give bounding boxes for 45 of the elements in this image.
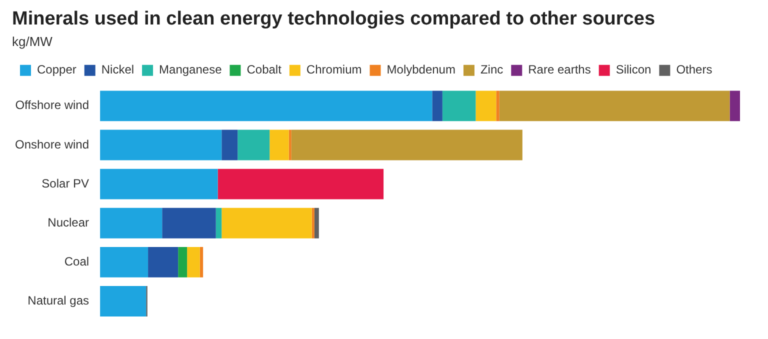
bar <box>200 246 204 278</box>
bar <box>270 130 289 160</box>
bar <box>432 90 442 122</box>
bar <box>218 168 384 200</box>
bar <box>222 130 238 160</box>
chart-title: Minerals used in clean energy technologies compared to other sources <box>12 8 656 30</box>
bar <box>314 208 319 238</box>
bar <box>162 208 216 238</box>
legend-label: Molybdenum <box>386 62 456 77</box>
legend-label: Manganese <box>159 62 222 77</box>
y-tick-label: Onshore wind <box>14 137 90 152</box>
bar <box>100 246 148 278</box>
legend-label: Copper <box>37 62 76 77</box>
bar <box>442 90 476 122</box>
y-tick-label: Nuclear <box>48 215 90 230</box>
bar <box>288 130 292 160</box>
y-tick-label: Coal <box>64 254 90 269</box>
bar <box>238 130 270 160</box>
bar <box>312 208 314 238</box>
y-tick-label: Solar PV <box>42 176 90 190</box>
bar <box>148 246 178 278</box>
bar <box>100 168 218 200</box>
legend-label: Nickel <box>101 62 134 77</box>
bar <box>222 208 312 238</box>
bar <box>100 90 432 122</box>
bar <box>100 208 162 238</box>
legend-label: Zinc <box>480 62 504 77</box>
bar <box>476 90 496 122</box>
bar <box>100 286 146 317</box>
bar <box>499 90 730 122</box>
bar <box>291 130 522 160</box>
bar <box>187 246 200 278</box>
bar <box>730 90 740 122</box>
chart-subtitle: kg/MW <box>12 34 54 50</box>
y-tick-label: Offshore wind <box>15 98 90 112</box>
legend-label: Rare earths <box>528 62 591 77</box>
y-tick-label: Natural gas <box>28 294 90 308</box>
bar <box>496 90 500 122</box>
bar <box>216 208 222 238</box>
bar <box>100 130 222 160</box>
legend-label: Others <box>676 62 712 77</box>
bar <box>178 246 188 278</box>
legend-label: Chromium <box>306 62 362 77</box>
legend-label: Silicon <box>616 62 652 77</box>
legend-label: Cobalt <box>246 62 282 77</box>
